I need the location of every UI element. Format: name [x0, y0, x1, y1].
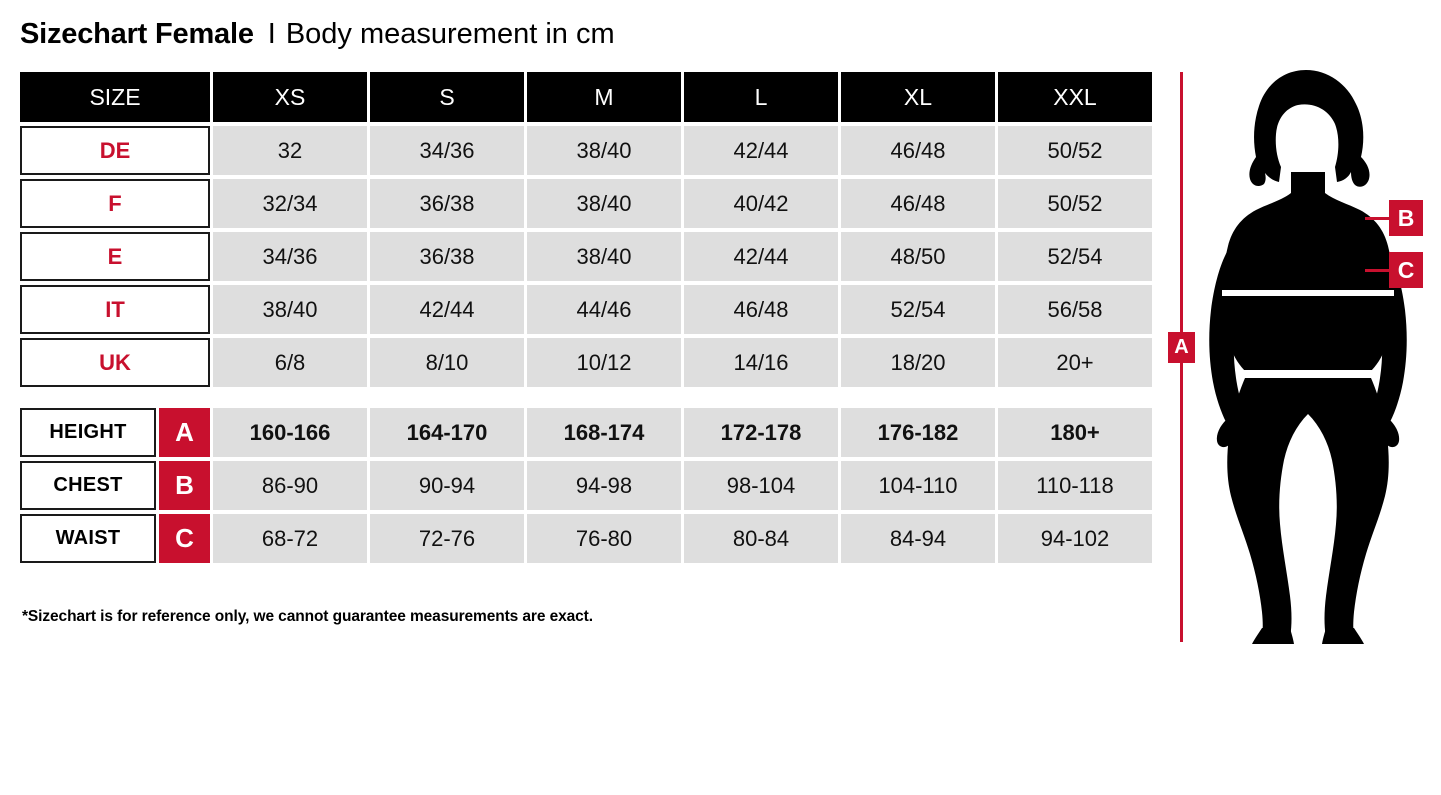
table-row: F 32/34 36/38 38/40 40/42 46/48 50/52	[20, 179, 1158, 228]
row-label-height: HEIGHT	[20, 408, 156, 457]
cell-e-m: 38/40	[527, 232, 681, 281]
cell-uk-s: 8/10	[370, 338, 524, 387]
female-silhouette-icon	[1209, 70, 1407, 644]
cell-e-xxl: 52/54	[998, 232, 1152, 281]
cell-uk-l: 14/16	[684, 338, 838, 387]
row-label-e: E	[20, 232, 210, 281]
cell-chest-xs: 86-90	[213, 461, 367, 510]
header-cell-s: S	[370, 72, 524, 122]
table-header-row: SIZE XS S M L XL XXL	[20, 72, 1158, 122]
table-row: E 34/36 36/38 38/40 42/44 48/50 52/54	[20, 232, 1158, 281]
cell-de-s: 34/36	[370, 126, 524, 175]
cell-it-xxl: 56/58	[998, 285, 1152, 334]
cell-waist-l: 80-84	[684, 514, 838, 563]
badge-a-label: A	[159, 408, 210, 457]
cell-e-xl: 48/50	[841, 232, 995, 281]
cell-uk-xl: 18/20	[841, 338, 995, 387]
cell-f-xs: 32/34	[213, 179, 367, 228]
badge-b-label: B	[159, 461, 210, 510]
cell-it-m: 44/46	[527, 285, 681, 334]
footnote-disclaimer: *Sizechart is for reference only, we can…	[22, 608, 593, 625]
cell-it-xl: 52/54	[841, 285, 995, 334]
cell-height-l: 172-178	[684, 408, 838, 457]
cell-f-s: 36/38	[370, 179, 524, 228]
figure-callout-b: B	[1365, 200, 1423, 236]
table-row: IT 38/40 42/44 44/46 46/48 52/54 56/58	[20, 285, 1158, 334]
cell-waist-s: 72-76	[370, 514, 524, 563]
row-label-waist-wrap: WAIST C	[20, 514, 210, 563]
row-label-chest: CHEST	[20, 461, 156, 510]
leader-line-c-icon	[1365, 268, 1389, 272]
cell-it-xs: 38/40	[213, 285, 367, 334]
cell-chest-xxl: 110-118	[998, 461, 1152, 510]
cell-f-xxl: 50/52	[998, 179, 1152, 228]
cell-de-m: 38/40	[527, 126, 681, 175]
row-label-de: DE	[20, 126, 210, 175]
cell-e-l: 42/44	[684, 232, 838, 281]
cell-chest-m: 94-98	[527, 461, 681, 510]
cell-de-l: 42/44	[684, 126, 838, 175]
table-row: WAIST C 68-72 72-76 76-80 80-84 84-94 94…	[20, 514, 1158, 563]
header-cell-xs: XS	[213, 72, 367, 122]
figure-badge-c: C	[1389, 252, 1423, 288]
cell-it-s: 42/44	[370, 285, 524, 334]
cell-waist-xs: 68-72	[213, 514, 367, 563]
cell-uk-xs: 6/8	[213, 338, 367, 387]
cell-chest-s: 90-94	[370, 461, 524, 510]
header-cell-l: L	[684, 72, 838, 122]
table-row: DE 32 34/36 38/40 42/44 46/48 50/52	[20, 126, 1158, 175]
header-cell-xl: XL	[841, 72, 995, 122]
cell-f-l: 40/42	[684, 179, 838, 228]
cell-f-m: 38/40	[527, 179, 681, 228]
cell-height-xs: 160-166	[213, 408, 367, 457]
header-cell-size: SIZE	[20, 72, 210, 122]
page-title-main: Sizechart Female	[20, 18, 254, 50]
cell-f-xl: 46/48	[841, 179, 995, 228]
body-figure-panel: A B	[1160, 60, 1441, 660]
row-label-waist: WAIST	[20, 514, 156, 563]
cell-height-m: 168-174	[527, 408, 681, 457]
cell-uk-xxl: 20+	[998, 338, 1152, 387]
cell-uk-m: 10/12	[527, 338, 681, 387]
header-cell-xxl: XXL	[998, 72, 1152, 122]
row-label-height-wrap: HEIGHT A	[20, 408, 210, 457]
sizechart-table: SIZE XS S M L XL XXL DE 32 34/36 38/40 4…	[20, 72, 1158, 567]
figure-badge-a: A	[1168, 332, 1195, 363]
cell-waist-m: 76-80	[527, 514, 681, 563]
cell-de-xl: 46/48	[841, 126, 995, 175]
figure-badge-b: B	[1389, 200, 1423, 236]
page-title: Sizechart Female I Body measurement in cm	[20, 17, 615, 51]
table-row: CHEST B 86-90 90-94 94-98 98-104 104-110…	[20, 461, 1158, 510]
page-title-subtitle: Body measurement in cm	[285, 18, 615, 50]
cell-e-xs: 34/36	[213, 232, 367, 281]
figure-callout-c: C	[1365, 252, 1423, 288]
leader-line-b-icon	[1365, 216, 1389, 220]
page-title-separator: I	[267, 18, 276, 50]
cell-chest-l: 98-104	[684, 461, 838, 510]
table-row: HEIGHT A 160-166 164-170 168-174 172-178…	[20, 408, 1158, 457]
row-label-f: F	[20, 179, 210, 228]
cell-waist-xl: 84-94	[841, 514, 995, 563]
row-label-chest-wrap: CHEST B	[20, 461, 210, 510]
waist-band-marker	[1244, 370, 1372, 376]
chest-band-marker	[1222, 290, 1394, 296]
cell-de-xxl: 50/52	[998, 126, 1152, 175]
row-label-it: IT	[20, 285, 210, 334]
cell-chest-xl: 104-110	[841, 461, 995, 510]
header-cell-m: M	[527, 72, 681, 122]
cell-waist-xxl: 94-102	[998, 514, 1152, 563]
row-label-uk: UK	[20, 338, 210, 387]
cell-it-l: 46/48	[684, 285, 838, 334]
table-row: UK 6/8 8/10 10/12 14/16 18/20 20+	[20, 338, 1158, 387]
cell-height-xxl: 180+	[998, 408, 1152, 457]
cell-e-s: 36/38	[370, 232, 524, 281]
cell-de-xs: 32	[213, 126, 367, 175]
cell-height-s: 164-170	[370, 408, 524, 457]
badge-c-label: C	[159, 514, 210, 563]
cell-height-xl: 176-182	[841, 408, 995, 457]
